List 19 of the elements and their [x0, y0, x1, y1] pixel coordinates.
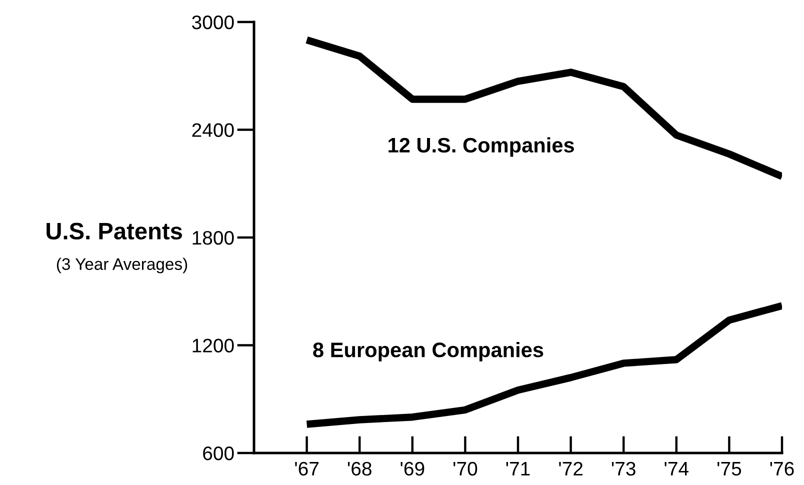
x-tick-label: '70: [454, 462, 478, 476]
y-tick-label: 2400: [192, 123, 234, 137]
y-tick-label: 1200: [192, 338, 234, 352]
series-label: 8 European Companies: [313, 342, 544, 362]
y-tick-label: 3000: [192, 15, 234, 30]
x-tick-label: '69: [400, 462, 424, 476]
y-axis-title: U.S. Patents: [46, 222, 182, 240]
text: 12 U.S. Companies: [388, 137, 574, 157]
y-tick-label: 600: [203, 446, 234, 460]
x-tick-label: '68: [348, 462, 372, 476]
x-tick-label: '74: [664, 462, 688, 476]
x-tick-label: '72: [559, 462, 582, 476]
text: (3 Year Averages): [56, 258, 188, 274]
y-tick-label: 1800: [192, 230, 234, 245]
x-tick-label: '73: [612, 462, 636, 476]
x-tick-label: '76: [770, 462, 794, 476]
x-tick-label: '71: [506, 462, 530, 476]
x-tick-label: '75: [718, 462, 742, 476]
x-tick-label: '67: [295, 462, 318, 476]
